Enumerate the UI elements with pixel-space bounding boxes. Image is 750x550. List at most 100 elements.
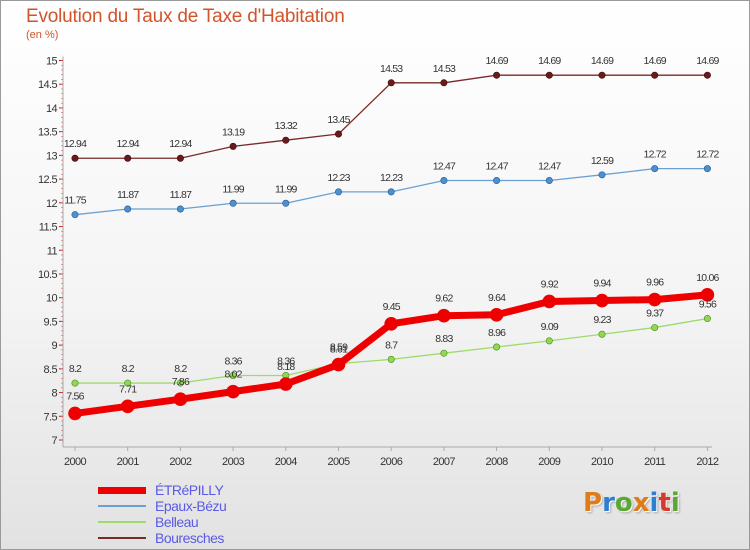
- data-label: 7.71: [119, 383, 137, 395]
- x-tick-label: 2005: [327, 456, 350, 468]
- proxiti-logo: Proxiti: [583, 488, 680, 518]
- data-label: 8.36: [224, 355, 242, 367]
- data-point: [176, 154, 184, 162]
- legend-swatch: [98, 521, 146, 523]
- data-label: 12.94: [169, 138, 192, 150]
- x-tick-label: 2004: [275, 456, 298, 468]
- data-label: 9.62: [435, 293, 453, 305]
- data-label: 8.83: [435, 333, 453, 345]
- data-point: [542, 294, 557, 309]
- data-point: [703, 165, 711, 173]
- y-tick-label: 12: [46, 198, 58, 210]
- data-point: [384, 316, 399, 331]
- data-label: 12.59: [591, 155, 614, 167]
- data-label: 8.02: [224, 369, 242, 381]
- data-point: [700, 288, 715, 302]
- data-point: [440, 177, 448, 185]
- data-point: [598, 330, 606, 338]
- data-label: 14.69: [644, 55, 667, 67]
- data-label: 13.19: [222, 126, 245, 138]
- data-label: 8.59: [330, 342, 348, 354]
- y-tick-label: 8.5: [44, 364, 58, 376]
- data-point: [598, 171, 606, 179]
- data-point: [120, 399, 135, 414]
- data-point: [545, 177, 553, 185]
- data-label: 8.2: [122, 363, 135, 375]
- data-point: [176, 205, 184, 213]
- data-label: 7.56: [66, 390, 84, 402]
- x-tick-label: 2007: [433, 456, 456, 468]
- y-tick-label: 15: [46, 56, 58, 68]
- data-label: 9.96: [646, 277, 664, 289]
- data-label: 11.87: [170, 189, 192, 201]
- data-point: [493, 343, 501, 351]
- y-tick-label: 7.5: [44, 411, 58, 423]
- y-tick-label: 13: [46, 150, 58, 162]
- data-label: 12.47: [485, 161, 508, 173]
- legend-item: Belleau: [98, 514, 318, 530]
- x-tick-label: 2010: [591, 456, 614, 468]
- data-point: [651, 71, 659, 79]
- data-point: [68, 406, 82, 421]
- x-tick-label: 2012: [696, 456, 719, 468]
- y-tick-label: 8: [51, 388, 57, 400]
- data-point: [387, 355, 395, 363]
- data-point: [173, 392, 188, 407]
- data-label: 12.47: [433, 161, 456, 173]
- data-label: 14.69: [538, 55, 561, 67]
- x-tick-label: 2008: [486, 456, 509, 468]
- chart-title: Evolution du Taux de Taxe d'Habitation: [26, 6, 345, 27]
- legend-swatch: [98, 486, 146, 494]
- data-label: 9.45: [383, 301, 401, 313]
- y-tick-label: 10: [46, 293, 58, 305]
- data-point: [437, 308, 451, 323]
- y-tick-label: 11.5: [39, 222, 58, 234]
- y-tick-label: 9.5: [44, 316, 58, 328]
- data-point: [229, 199, 237, 207]
- data-point: [282, 199, 290, 207]
- data-label: 9.23: [593, 314, 611, 326]
- data-point: [440, 349, 448, 357]
- legend-swatch: [98, 537, 146, 539]
- data-point: [489, 307, 504, 322]
- data-label: 8.2: [174, 363, 187, 375]
- data-label: 7.86: [172, 376, 190, 388]
- data-point: [334, 130, 342, 138]
- data-point: [176, 379, 184, 387]
- y-tick-label: 10.5: [38, 269, 57, 281]
- data-label: 8.2: [69, 363, 82, 375]
- data-point: [440, 79, 448, 87]
- y-tick-label: 9: [51, 340, 57, 352]
- data-label: 8.61: [330, 344, 348, 356]
- data-point: [493, 71, 501, 79]
- data-label: 9.37: [646, 308, 664, 320]
- legend-label: Belleau: [155, 514, 199, 530]
- legend-item: Bouresches: [98, 530, 318, 546]
- data-label: 9.56: [699, 299, 717, 311]
- y-tick-label: 14.5: [38, 79, 57, 91]
- data-point: [595, 293, 609, 308]
- x-tick-label: 2003: [222, 456, 245, 468]
- data-point: [647, 292, 662, 307]
- legend-label: Epaux-Bézu: [155, 498, 227, 514]
- data-label: 11.99: [275, 183, 297, 195]
- y-tick-label: 14: [46, 103, 58, 115]
- data-point: [334, 188, 342, 196]
- legend-swatch: [98, 505, 146, 507]
- data-label: 12.47: [538, 161, 561, 173]
- data-label: 8.7: [385, 339, 398, 351]
- data-label: 8.96: [488, 327, 506, 339]
- data-point: [71, 211, 79, 219]
- data-label: 10.06: [696, 272, 719, 284]
- data-label: 9.94: [593, 278, 611, 290]
- x-tick-label: 2002: [169, 456, 192, 468]
- data-label: 8.36: [277, 355, 295, 367]
- data-point: [124, 205, 132, 213]
- data-point: [331, 357, 346, 372]
- data-point: [226, 384, 240, 399]
- data-label: 13.32: [275, 120, 298, 132]
- x-tick-label: 2000: [64, 456, 87, 468]
- data-point: [124, 154, 132, 162]
- data-label: 12.23: [327, 172, 350, 184]
- data-label: 12.94: [117, 138, 140, 150]
